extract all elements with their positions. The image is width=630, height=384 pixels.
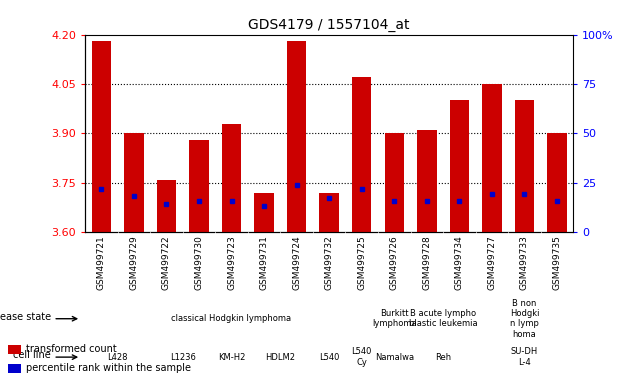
Text: L540
Cy: L540 Cy [352,348,372,367]
Text: Reh: Reh [435,353,451,362]
Bar [255,193,274,232]
Text: HDLM2: HDLM2 [265,353,295,362]
Text: SU-DH
L-4: SU-DH L-4 [511,348,538,367]
Bar [319,193,339,232]
Text: B non
Hodgki
n lymp
homa: B non Hodgki n lymp homa [510,299,539,339]
Text: B acute lympho
blastic leukemia: B acute lympho blastic leukemia [409,309,478,328]
Bar [417,130,437,232]
Text: Burkitt
lymphoma: Burkitt lymphoma [372,309,416,328]
Bar [8,364,21,373]
Bar [547,134,567,232]
Bar [124,134,144,232]
Text: L540: L540 [319,353,340,362]
Bar [189,140,209,232]
Bar [91,41,111,232]
Text: Namalwa: Namalwa [375,353,414,362]
Bar [450,101,469,232]
Bar [157,180,176,232]
Bar [222,124,241,232]
Bar [384,134,404,232]
Bar [482,84,501,232]
Text: classical Hodgkin lymphoma: classical Hodgkin lymphoma [171,314,292,323]
Bar [515,101,534,232]
Bar [8,344,21,354]
Text: percentile rank within the sample: percentile rank within the sample [26,363,191,373]
Bar [352,78,372,232]
Text: L428: L428 [107,353,128,362]
Title: GDS4179 / 1557104_at: GDS4179 / 1557104_at [248,18,410,32]
Text: cell line: cell line [13,350,51,360]
Bar [287,41,306,232]
Text: KM-H2: KM-H2 [218,353,245,362]
Text: L1236: L1236 [169,353,196,362]
Text: transformed count: transformed count [26,344,117,354]
Text: disease state: disease state [0,312,51,322]
